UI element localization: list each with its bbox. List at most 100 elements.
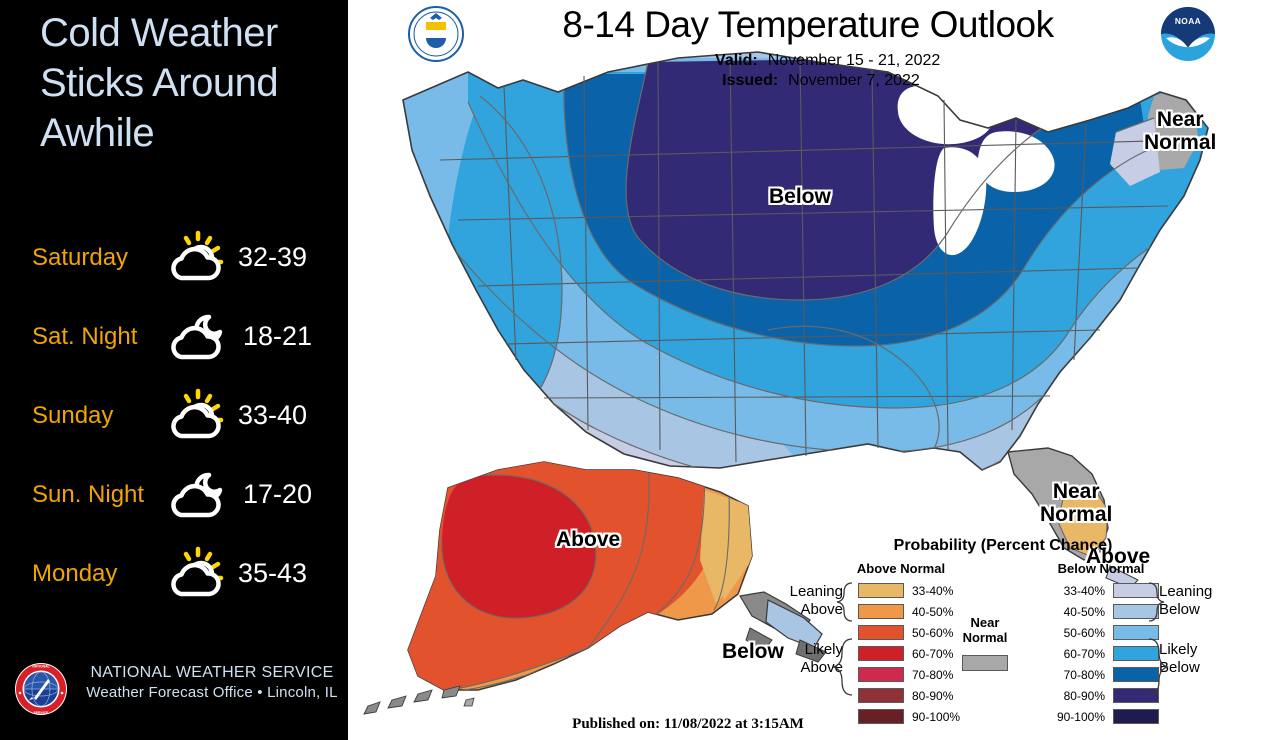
temperature-outlook-map — [363, 51, 1209, 715]
legend-swatch-row: 60-70% — [1043, 644, 1159, 663]
forecast-day-label: Sat. Night — [32, 323, 138, 350]
legend-color-box — [858, 604, 904, 619]
published-timestamp: Published on: 11/08/2022 at 3:15AM — [572, 716, 804, 732]
forecast-row-monday: Monday 35-43 — [0, 538, 348, 617]
svg-text:NOAA: NOAA — [1175, 16, 1201, 26]
legend-range-label: 70-80% — [912, 667, 954, 682]
state-boundaries — [402, 51, 1209, 471]
legend-range-label: 60-70% — [912, 646, 954, 661]
forecast-temp: 18-21 — [243, 321, 313, 351]
map-label-below-alaska: Below — [722, 640, 784, 663]
nws-footer: NATIONAL SERVICE NATIONAL WEATHER SERVIC… — [14, 660, 344, 722]
forecast-day-label: Saturday — [32, 244, 129, 271]
nws-agency-name: NATIONAL WEATHER SERVICE — [90, 664, 334, 681]
hawaii-region — [463, 697, 475, 707]
partly-sunny-icon — [165, 388, 237, 448]
forecast-list: Saturday 32-39 — [0, 222, 348, 617]
legend-color-box — [1113, 583, 1159, 598]
valid-key: Valid: — [715, 52, 758, 69]
legend-leaning-below-label: Leaning Below — [1159, 583, 1213, 618]
legend-range-label: 80-90% — [1063, 688, 1105, 703]
forecast-day-label: Sun. Night — [32, 481, 145, 508]
alaska-panhandle — [739, 591, 827, 663]
legend-color-box — [962, 655, 1008, 671]
legend-color-box — [1113, 667, 1159, 682]
legend-swatch-row: 80-90% — [1043, 686, 1159, 705]
legend-range-label: 40-50% — [1063, 604, 1105, 619]
legend-range-label: 90-100% — [1056, 709, 1105, 724]
valid-value: November 15 - 21, 2022 — [767, 52, 941, 69]
legend-range-label: 70-80% — [1063, 667, 1105, 682]
issued-key: Issued: — [722, 72, 779, 89]
legend-color-box — [858, 667, 904, 682]
map-label-below-midwest: Below — [769, 185, 831, 208]
issued-value: November 7, 2022 — [788, 72, 920, 89]
legend-color-box — [1113, 709, 1159, 724]
outlook-map-panel: NOAA 8-14 Day Temperature Outlook Valid:… — [348, 0, 1280, 740]
legend-leaning-above-label: Leaning Above — [789, 583, 843, 618]
headline-line-3: Awhile — [40, 111, 155, 155]
legend-swatch-row: 90-100% — [858, 707, 960, 726]
legend-likely-above-label: Likely Above — [800, 641, 843, 676]
legend-swatch-row: 33-40% — [1043, 581, 1159, 600]
legend-swatch-row: 80-90% — [858, 686, 960, 705]
legend-range-label: 80-90% — [912, 688, 954, 703]
forecast-temp: 35-43 — [238, 558, 308, 588]
legend-color-box — [858, 709, 904, 724]
legend-range-label: 60-70% — [1063, 646, 1105, 661]
legend-range-label: 90-100% — [912, 709, 961, 724]
legend-swatch-row: 60-70% — [858, 644, 960, 663]
legend-color-box — [1113, 604, 1159, 619]
legend-below-swatches: 33-40% 40-50% 50-60% 60-70% 70-80% — [1043, 581, 1159, 728]
doc-commerce-seal-icon — [408, 6, 464, 62]
forecast-temp: 17-20 — [243, 479, 313, 509]
forecast-row-sunday: Sunday 33-40 — [0, 380, 348, 459]
legend-swatch-row: 50-60% — [1043, 623, 1159, 642]
svg-text:NATIONAL: NATIONAL — [32, 665, 49, 669]
legend-color-box — [858, 625, 904, 640]
legend-color-box — [858, 583, 904, 598]
legend-swatch-row: 40-50% — [1043, 602, 1159, 621]
legend-above-header: Above Normal — [856, 561, 946, 576]
legend-below-header: Below Normal — [1057, 561, 1145, 576]
noaa-logo-icon: NOAA — [1158, 4, 1218, 64]
forecast-temp: 33-40 — [238, 400, 308, 430]
legend-near-normal: Near Normal — [949, 615, 1021, 671]
partly-sunny-icon — [165, 546, 237, 606]
legend-likely-below-label: Likely Below — [1159, 641, 1200, 676]
forecast-day-label: Monday — [32, 560, 118, 587]
legend-swatch-row: 40-50% — [858, 602, 960, 621]
conus-shading — [403, 52, 1208, 470]
legend-range-label: 50-60% — [912, 625, 954, 640]
legend-color-box — [858, 646, 904, 661]
map-label-above-florida: Above — [1086, 545, 1151, 568]
map-label-above-alaska: Above — [556, 528, 621, 551]
alaska-region — [363, 461, 827, 715]
map-label-near-normal-florida: Near Normal — [1040, 480, 1113, 526]
legend-range-label: 40-50% — [912, 604, 954, 619]
legend-color-box — [1113, 625, 1159, 640]
legend-swatch-row: 50-60% — [858, 623, 960, 642]
headline: Cold Weather Sticks Around Awhile — [40, 8, 340, 158]
forecast-row-saturday-night: Sat. Night 18-21 — [0, 301, 348, 380]
forecast-sidebar: Cold Weather Sticks Around Awhile Saturd… — [0, 0, 348, 740]
nws-office-name: Weather Forecast Office • Lincoln, IL — [86, 684, 338, 701]
legend-range-label: 33-40% — [912, 583, 954, 598]
legend-near-normal-label: Near Normal — [962, 615, 1008, 645]
legend-swatch-row: 33-40% — [858, 581, 960, 600]
issued-row: Issued: November 7, 2022 — [558, 72, 1078, 90]
legend-title: Probability (Percent Chance) — [893, 537, 1113, 554]
headline-line-1: Cold Weather — [40, 11, 278, 55]
svg-text:SERVICE: SERVICE — [34, 711, 50, 715]
legend-above-swatches: 33-40% 40-50% 50-60% 60-70% 70-80% — [858, 581, 960, 728]
legend-range-label: 33-40% — [1063, 583, 1105, 598]
nws-footer-text: NATIONAL WEATHER SERVICE Weather Forecas… — [80, 664, 344, 701]
forecast-row-saturday: Saturday 32-39 — [0, 222, 348, 301]
legend-swatch-row: 90-100% — [1043, 707, 1159, 726]
valid-row: Valid: November 15 - 21, 2022 — [558, 52, 1078, 70]
probability-legend: Probability (Percent Chance) Above Norma… — [753, 537, 1248, 724]
florida-region — [1007, 447, 1139, 589]
forecast-temp: 32-39 — [238, 242, 308, 272]
map-label-near-normal-maine: Near Normal — [1144, 108, 1217, 154]
